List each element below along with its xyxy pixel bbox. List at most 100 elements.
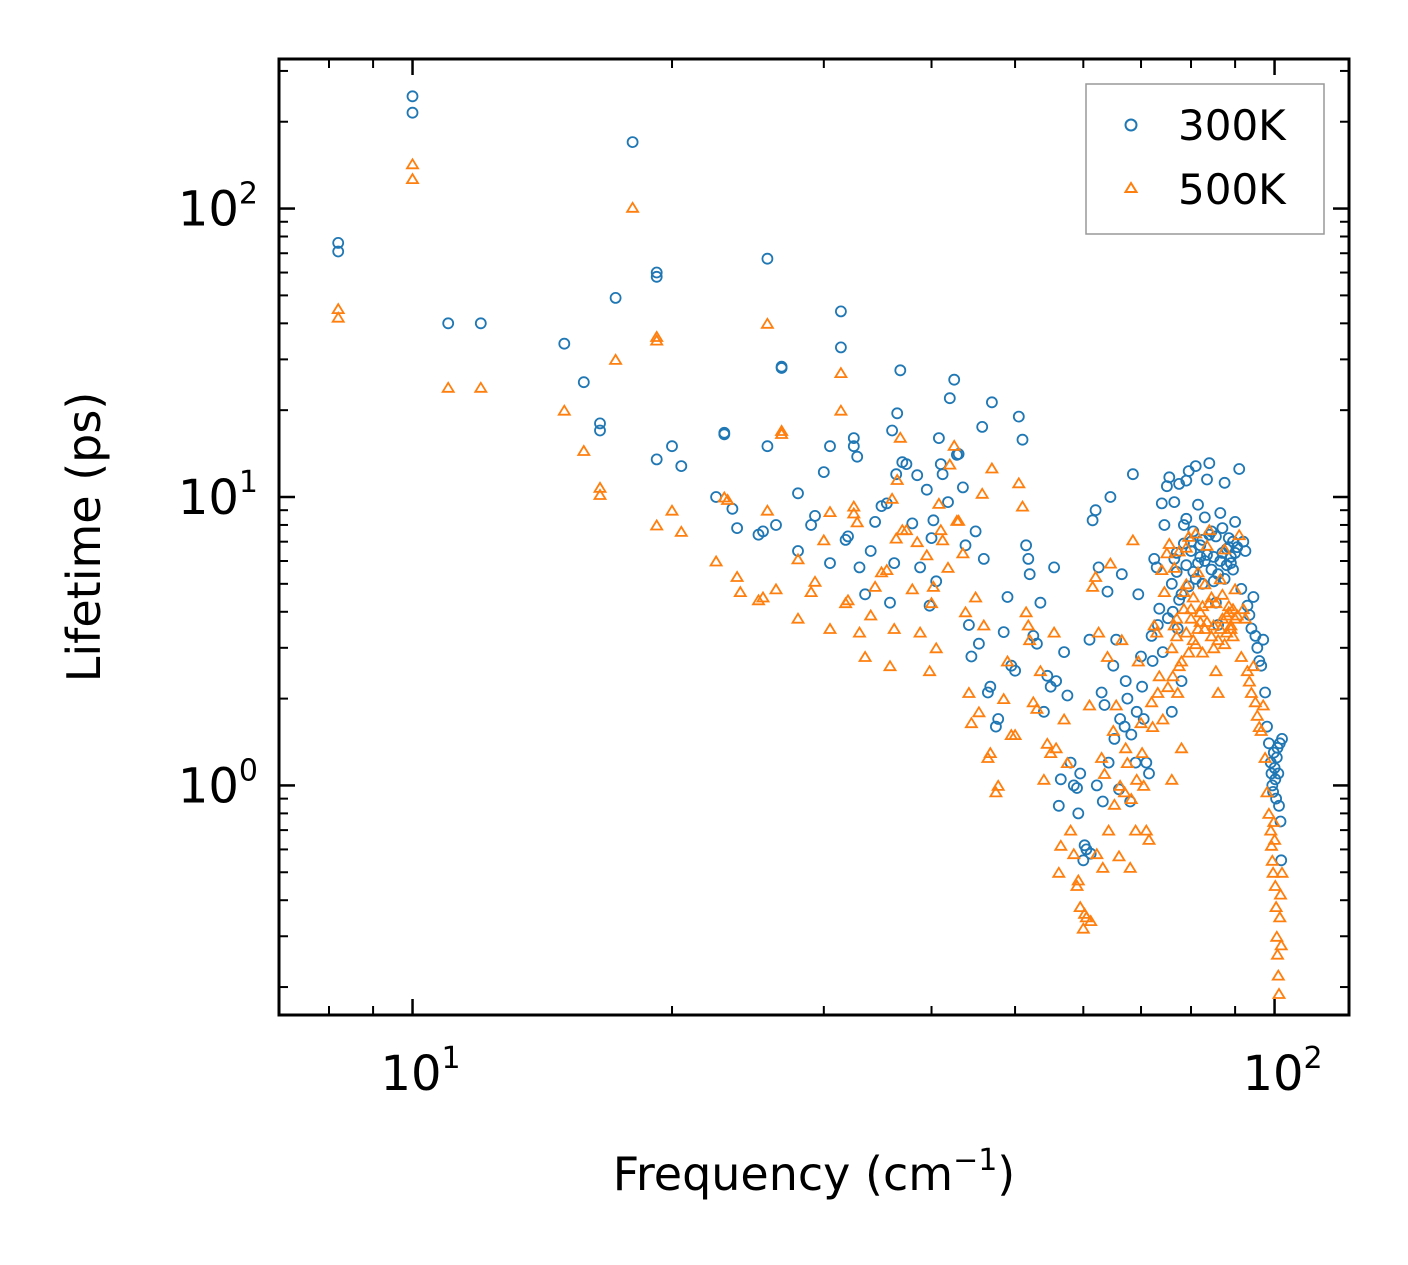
point-300k-46 — [869, 516, 881, 528]
point-300k-226 — [1205, 563, 1218, 576]
point-500k-59 — [912, 625, 928, 638]
point-300k-136 — [1148, 553, 1161, 565]
point-500k-80 — [976, 618, 991, 631]
point-300k-92 — [1020, 539, 1032, 552]
point-300k-216 — [1216, 522, 1229, 534]
point-500k-13 — [649, 333, 664, 346]
point-500k-231 — [1225, 602, 1241, 615]
point-500k-136 — [1147, 618, 1162, 631]
point-500k-22 — [751, 593, 766, 606]
point-500k-209 — [1183, 611, 1199, 624]
point-500k-142 — [1162, 537, 1177, 549]
point-300k-237 — [1072, 807, 1085, 820]
point-500k-60 — [919, 548, 934, 561]
point-300k-218 — [1225, 557, 1237, 569]
point-500k-46 — [867, 580, 883, 592]
point-300k-37 — [835, 341, 847, 354]
point-300k-70 — [948, 373, 961, 386]
point-500k-113 — [1082, 698, 1097, 711]
point-300k-105 — [1058, 646, 1070, 658]
point-500k-203 — [1274, 938, 1289, 951]
point-300k-144 — [1168, 496, 1181, 509]
point-500k-226 — [1204, 629, 1219, 642]
point-500k-161 — [1206, 641, 1221, 654]
point-300k-62 — [925, 532, 938, 544]
plot-frame — [277, 57, 1351, 1017]
point-300k-58 — [911, 469, 924, 482]
point-500k-233 — [1167, 618, 1182, 631]
point-300k-60 — [920, 483, 933, 496]
point-500k-65 — [931, 497, 947, 509]
point-500k-67 — [935, 533, 950, 546]
point-500k-139 — [1154, 563, 1169, 575]
point-300k-134 — [1143, 767, 1155, 780]
point-500k-110 — [1073, 900, 1088, 912]
point-500k-130 — [1131, 654, 1146, 667]
point-300k-231 — [1227, 535, 1239, 548]
point-500k-189 — [1263, 823, 1278, 836]
point-500k-176 — [1238, 611, 1253, 624]
point-500k-33 — [816, 533, 831, 546]
point-300k-87 — [1001, 591, 1014, 603]
point-300k-35 — [824, 557, 836, 569]
point-500k-14 — [649, 518, 664, 531]
point-300k-76 — [965, 650, 978, 663]
point-500k-135 — [1144, 695, 1159, 708]
point-500k-9 — [592, 488, 608, 500]
point-500k-61 — [922, 664, 937, 677]
point-500k-185 — [1256, 698, 1271, 711]
point-500k-28 — [774, 427, 789, 439]
point-300k-75 — [963, 619, 975, 631]
point-500k-128 — [1125, 533, 1141, 546]
y-tick-label-1-base: 10 — [178, 758, 239, 814]
point-500k-95 — [1026, 695, 1041, 708]
point-500k-115 — [1088, 570, 1103, 582]
point-500k-144 — [1167, 561, 1182, 573]
point-500k-218 — [1223, 622, 1239, 634]
point-500k-227 — [1208, 596, 1224, 609]
point-500k-36 — [833, 366, 849, 379]
point-300k-80 — [977, 553, 990, 565]
point-500k-206 — [1169, 629, 1184, 642]
point-500k-129 — [1128, 823, 1143, 836]
y-tick-label-10-base: 10 — [178, 470, 239, 526]
point-500k-249 — [1155, 712, 1170, 725]
point-300k-19 — [718, 426, 731, 439]
point-500k-221 — [1181, 645, 1196, 658]
point-500k-31 — [803, 585, 819, 597]
point-300k-15 — [666, 440, 678, 453]
point-300k-126 — [1121, 692, 1134, 705]
point-300k-43 — [853, 561, 866, 574]
point-500k-239 — [1095, 861, 1110, 873]
point-500k-192 — [1265, 866, 1281, 878]
point-500k-10 — [608, 353, 623, 365]
point-300k-33 — [817, 466, 830, 479]
point-500k-25 — [760, 317, 775, 329]
y-tick-label-100: 102 — [178, 177, 258, 238]
point-500k-92 — [1018, 605, 1034, 618]
point-300k-205 — [1165, 577, 1178, 590]
point-500k-145 — [1169, 611, 1184, 624]
point-500k-131 — [1133, 716, 1149, 729]
point-500k-77 — [968, 590, 983, 603]
point-500k-229 — [1217, 637, 1232, 650]
point-300k-89 — [1009, 664, 1021, 677]
point-500k-132 — [1136, 779, 1151, 791]
point-500k-1 — [331, 310, 346, 323]
point-300k-69 — [943, 392, 956, 405]
point-300k-41 — [847, 440, 860, 453]
point-300k-42 — [851, 450, 864, 463]
point-500k-47 — [874, 565, 889, 578]
point-300k-73 — [957, 481, 969, 494]
point-300k-241 — [1108, 733, 1121, 745]
point-500k-32 — [807, 575, 823, 587]
point-500k-6 — [557, 403, 572, 416]
point-300k-34 — [824, 440, 836, 453]
point-500k-96 — [1029, 702, 1045, 714]
point-500k-91 — [1015, 499, 1030, 512]
point-500k-26 — [768, 582, 784, 595]
point-300k-103 — [1052, 799, 1065, 812]
point-500k-48 — [879, 563, 894, 575]
point-500k-62 — [924, 596, 939, 609]
